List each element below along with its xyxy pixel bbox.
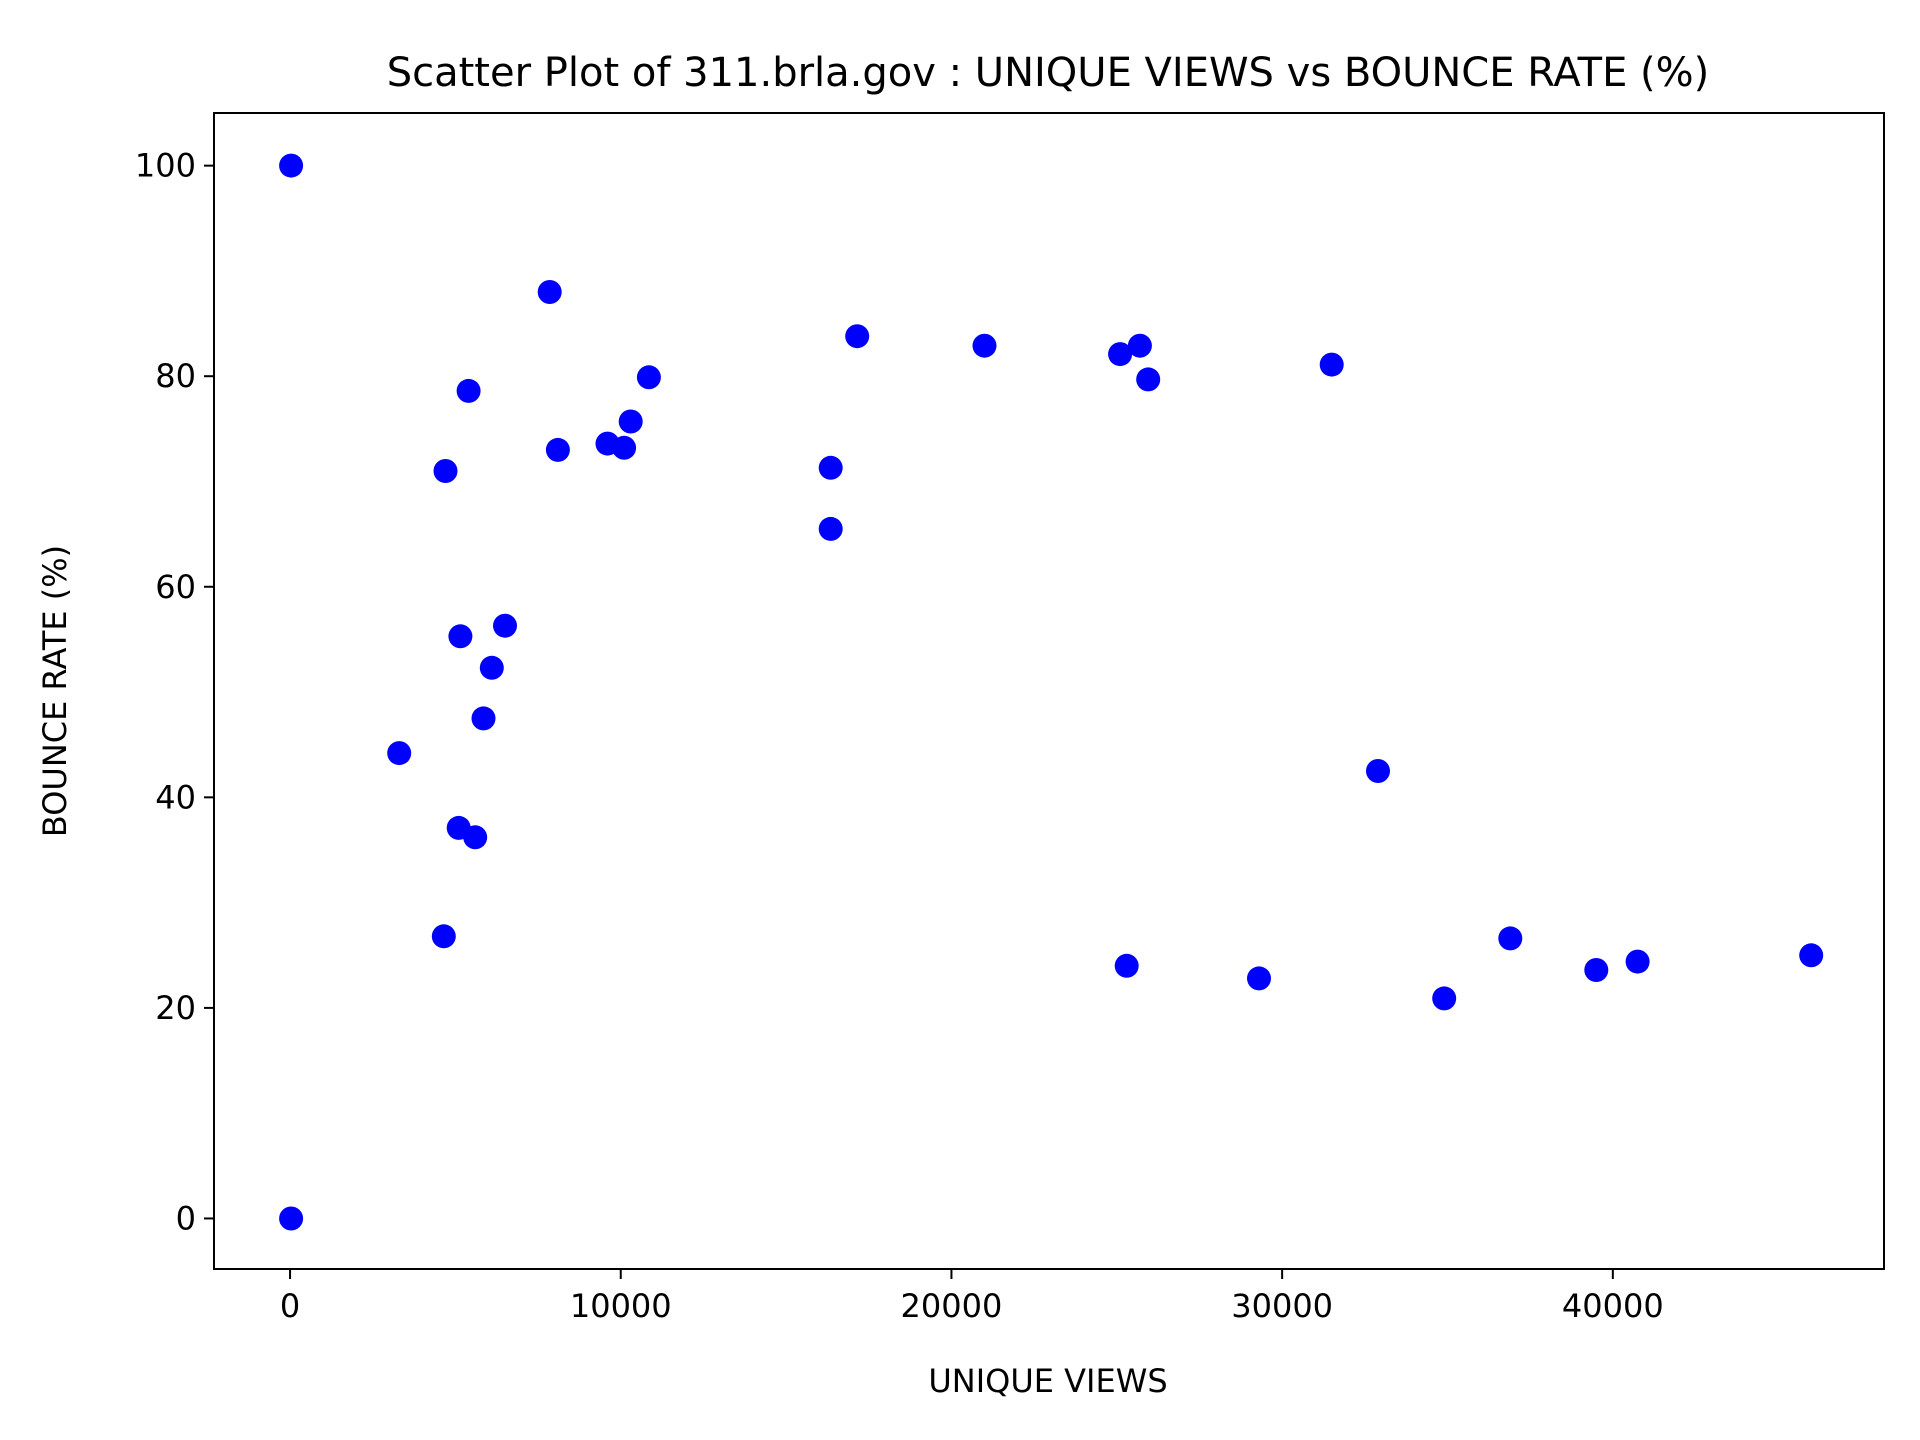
data-point-6 bbox=[448, 624, 473, 649]
y-axis-ticks: 0 20 40 60 80 100 bbox=[135, 147, 214, 1237]
data-point-2 bbox=[279, 1206, 304, 1231]
data-point-19 bbox=[818, 455, 843, 480]
data-point-4 bbox=[433, 459, 458, 483]
data-point-9 bbox=[463, 825, 488, 850]
data-point-17 bbox=[618, 409, 643, 434]
data-point-8 bbox=[456, 378, 481, 403]
x-tick-label-0: 0 bbox=[280, 1287, 300, 1325]
x-tick-label-2: 20000 bbox=[901, 1287, 1003, 1325]
y-tick-label-5: 100 bbox=[135, 147, 196, 185]
y-axis-label: BOUNCE RATE (%) bbox=[36, 545, 74, 837]
data-point-12 bbox=[493, 613, 517, 638]
data-point-25 bbox=[1136, 367, 1161, 392]
data-point-30 bbox=[1432, 986, 1457, 1011]
y-tick-label-3: 60 bbox=[155, 568, 196, 606]
data-point-22 bbox=[972, 333, 997, 358]
data-points bbox=[279, 153, 1824, 1231]
data-point-23 bbox=[1108, 342, 1133, 367]
y-tick-label-1: 20 bbox=[155, 989, 196, 1027]
data-point-29 bbox=[1366, 759, 1390, 783]
data-point-34 bbox=[1799, 943, 1824, 968]
data-point-18 bbox=[636, 365, 661, 390]
y-tick-label-4: 80 bbox=[155, 357, 196, 395]
y-tick-label-0: 0 bbox=[176, 1199, 196, 1237]
data-point-14 bbox=[545, 437, 570, 462]
plot-frame bbox=[213, 112, 1885, 1270]
chart-title: Scatter Plot of 311.brla.gov : UNIQUE VI… bbox=[387, 50, 1710, 96]
data-point-21 bbox=[845, 324, 870, 349]
data-point-27 bbox=[1247, 966, 1271, 991]
x-tick-label-3: 30000 bbox=[1231, 1287, 1333, 1325]
data-point-13 bbox=[537, 280, 562, 304]
data-point-3 bbox=[387, 741, 412, 766]
x-axis-label: UNIQUE VIEWS bbox=[928, 1362, 1167, 1400]
data-point-1 bbox=[279, 153, 304, 178]
x-tick-label-4: 40000 bbox=[1562, 1287, 1664, 1325]
data-point-33 bbox=[1625, 949, 1650, 974]
data-point-24 bbox=[1127, 333, 1152, 358]
data-point-20 bbox=[818, 516, 843, 541]
x-tick-label-1: 10000 bbox=[570, 1287, 672, 1325]
data-point-16 bbox=[612, 435, 637, 460]
data-point-28 bbox=[1319, 352, 1344, 377]
data-point-11 bbox=[479, 655, 504, 680]
data-point-5 bbox=[431, 924, 456, 949]
data-point-26 bbox=[1114, 953, 1139, 978]
data-point-32 bbox=[1584, 958, 1609, 982]
y-tick-label-2: 40 bbox=[155, 778, 196, 816]
data-point-31 bbox=[1498, 926, 1523, 951]
data-point-10 bbox=[471, 706, 496, 731]
x-axis-ticks: 0 10000 20000 30000 40000 bbox=[280, 1269, 1664, 1325]
